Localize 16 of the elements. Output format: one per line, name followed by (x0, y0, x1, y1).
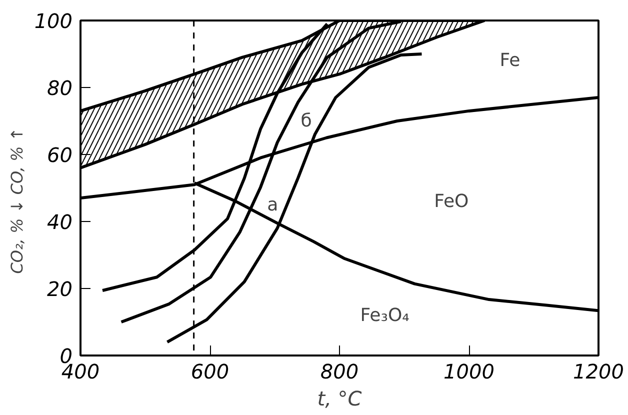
annotation: б (300, 110, 312, 132)
x-tick-label: 1000 (444, 360, 494, 384)
annotation: Fe (500, 50, 520, 72)
x-tick-label: 1200 (573, 360, 624, 384)
x-axis-title: t, °C (317, 386, 362, 410)
annotation: Fe₃O₄ (360, 304, 410, 326)
y-tick-label: 80 (47, 76, 73, 100)
y-tick-label: 60 (47, 143, 73, 167)
x-tick-label: 800 (320, 360, 359, 384)
x-tick-label: 600 (190, 360, 230, 384)
y-tick-label: 40 (47, 210, 73, 234)
y-axis-title: CO₂, % ↓ CO, % ↑ (7, 128, 26, 274)
annotation: a (267, 194, 278, 216)
y-tick-label: 100 (34, 9, 73, 33)
y-tick-label: 20 (47, 277, 73, 301)
annotation: FeO (434, 190, 469, 212)
